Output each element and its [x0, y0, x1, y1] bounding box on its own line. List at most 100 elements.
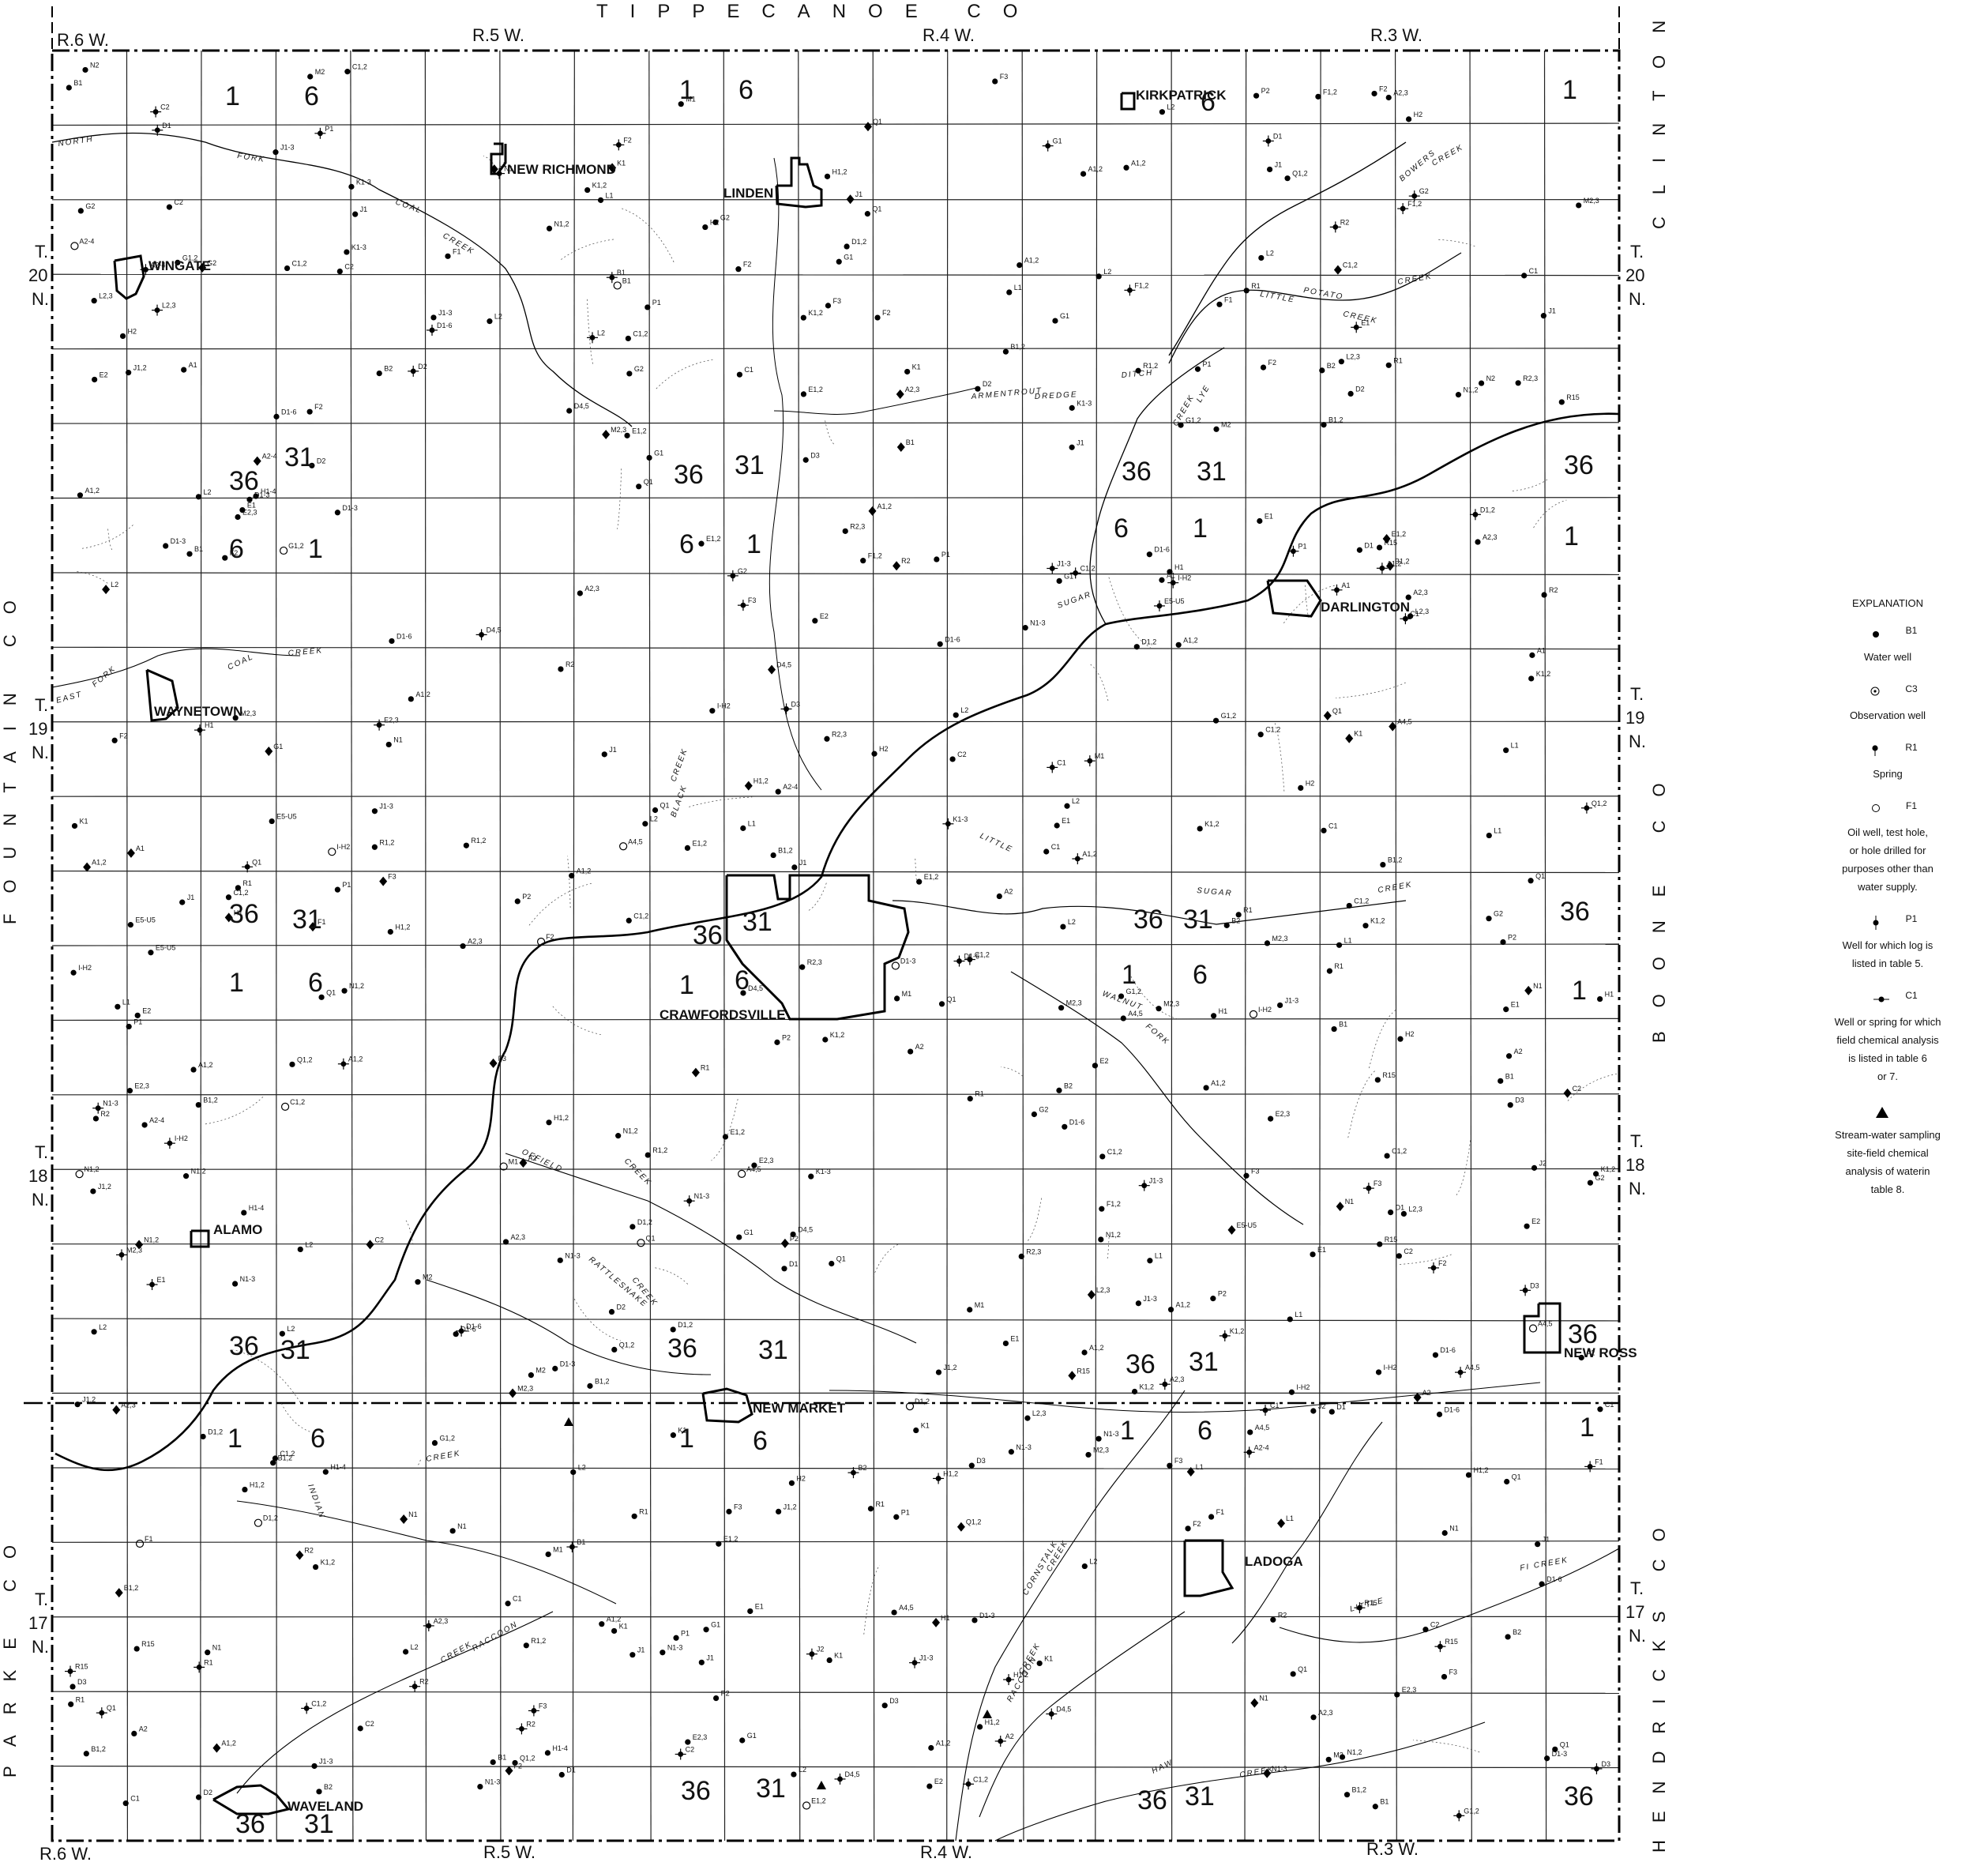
water-well-marker [1270, 1617, 1276, 1623]
tributary-line [874, 1243, 900, 1276]
water-well-marker [1327, 969, 1332, 974]
analysis-well-marker [366, 1240, 374, 1249]
stream-name: FI CREEK [1520, 1556, 1569, 1573]
well-label: E1,2 [811, 1797, 826, 1805]
well-label: J1,2 [82, 1396, 96, 1404]
well-label: D1,2 [1480, 506, 1495, 514]
well-label: C1,2 [1392, 1147, 1407, 1155]
well-label: L1 [606, 191, 614, 199]
well-label: D1,2 [851, 238, 866, 246]
town-label: WAVELAND [287, 1799, 363, 1814]
water-well-marker [609, 1309, 614, 1315]
well-label: L2 [411, 1643, 419, 1651]
stream-name: BLACK [669, 784, 689, 818]
water-well-marker [1505, 1634, 1510, 1639]
well-label: N1-3 [1030, 619, 1046, 627]
well-label: L2 [305, 1240, 313, 1248]
legend-text: Oil well, test hole, [1793, 823, 1982, 841]
section-line [52, 274, 1619, 275]
township-label: 17 [1625, 1602, 1644, 1622]
well-label: F1,2 [1407, 200, 1422, 208]
well-label: A1,2 [1024, 257, 1039, 265]
well-label: A1,2 [1183, 636, 1198, 644]
well-label: F2 [882, 309, 891, 317]
well-label: H2 [1306, 779, 1315, 787]
water-well-marker [1348, 391, 1354, 397]
well-label: K1-3 [351, 243, 366, 251]
water-well-marker [1508, 1102, 1513, 1108]
well-label: L1 [1511, 742, 1519, 750]
water-well-marker [1054, 822, 1060, 828]
well-label: G1,2 [1221, 712, 1237, 720]
water-well-marker [298, 1247, 303, 1252]
well-label: I-H2 [1296, 1383, 1310, 1391]
section-line [52, 1319, 1619, 1321]
well-label: G1 [744, 1228, 753, 1236]
township-label: T. [1630, 1131, 1644, 1151]
water-well-marker [997, 893, 1002, 899]
water-well-marker [894, 995, 900, 1001]
water-well-marker [1319, 367, 1325, 373]
well-label: K1-3 [953, 815, 968, 823]
water-well-marker [68, 1702, 73, 1707]
section-number: 36 [229, 466, 259, 496]
well-label: E1 [1317, 1246, 1326, 1254]
well-label: E2,3 [693, 1733, 708, 1741]
stream-line [1169, 253, 1461, 363]
range-label-top: R.4 W. [923, 25, 975, 45]
legend-symbol-label: C3 [1905, 683, 1917, 694]
well-label: Q1 [660, 801, 670, 809]
well-label: F3 [832, 297, 841, 305]
section-line [52, 123, 1619, 125]
section-number: 31 [1189, 1347, 1219, 1377]
well-label: R2,3 [1026, 1247, 1041, 1255]
well-label: G2 [1494, 910, 1503, 918]
water-well-marker [163, 543, 168, 548]
well-label: L1 [1494, 827, 1501, 835]
well-label: J1 [637, 1646, 645, 1654]
water-well-marker [882, 1702, 888, 1708]
water-well-marker [134, 1646, 140, 1651]
section-number: 1 [229, 968, 244, 998]
section-number: 1 [679, 75, 694, 105]
water-well-marker [1244, 288, 1250, 293]
water-well-marker [642, 821, 648, 826]
water-well-marker [1597, 996, 1603, 1002]
well-label: B1 [194, 545, 203, 553]
well-label: A1,2 [607, 1616, 622, 1623]
well-label: L1 [1196, 1463, 1204, 1471]
water-well-marker [307, 73, 313, 79]
section-line [52, 573, 1619, 575]
well-label: M2 [423, 1273, 433, 1281]
well-label: L1 [122, 998, 130, 1006]
water-well-marker [84, 1751, 89, 1756]
well-label: F1,2 [1134, 281, 1148, 289]
water-well-marker [822, 1036, 828, 1042]
well-label: A1,2 [1211, 1079, 1226, 1087]
township-label: N. [1629, 289, 1646, 309]
water-well-marker [803, 457, 809, 463]
township-label: T. [1630, 1578, 1644, 1598]
water-well-marker [1159, 109, 1165, 115]
well-label: E1,2 [1392, 530, 1407, 538]
water-well-marker [611, 1628, 617, 1634]
well-label: N1,2 [85, 1165, 100, 1173]
water-well-marker [992, 78, 998, 84]
well-label: I-H2 [1384, 1364, 1397, 1371]
well-label: A1,2 [1088, 165, 1103, 173]
oil-well-marker [803, 1802, 810, 1809]
water-well-marker [1081, 1349, 1087, 1355]
tributary-line [656, 359, 713, 389]
water-well-marker [1291, 1671, 1296, 1676]
analysis-well-marker [379, 877, 387, 886]
well-label: J1-3 [1057, 559, 1071, 567]
water-well-marker [190, 1067, 196, 1072]
township-label: 19 [1625, 708, 1644, 728]
well-label: E2 [820, 612, 829, 620]
legend-text: Well or spring for which [1793, 1013, 1982, 1031]
water-well-marker [1588, 1180, 1593, 1186]
well-label: D1 [566, 1766, 576, 1774]
analysis-well-marker [1228, 1225, 1236, 1235]
